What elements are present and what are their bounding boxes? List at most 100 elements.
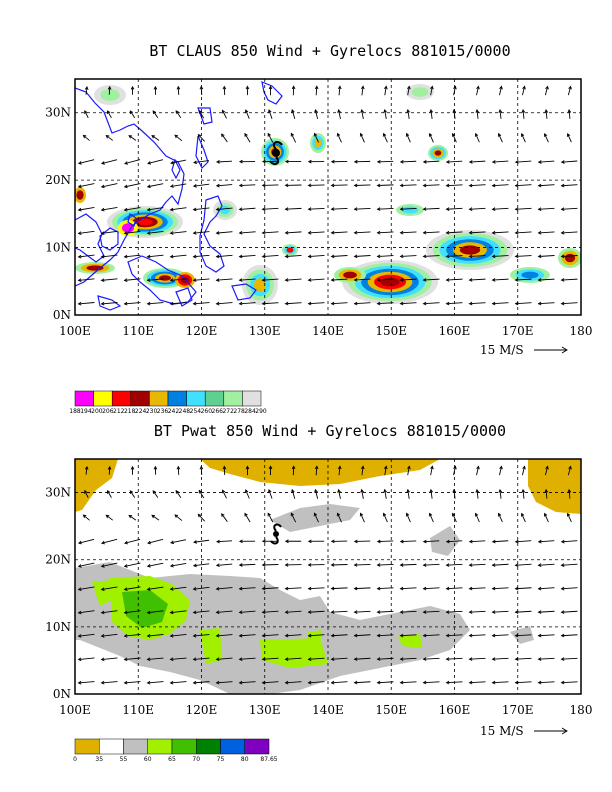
claus-map-panel: BT CLAUS 850 Wind + Gyrelocs 881015/0000 [45,42,592,415]
wind-vector [514,207,532,211]
wind-vector [514,183,532,188]
wind-vector [284,563,302,567]
colorbar-label: 0 [73,756,77,763]
wind-vector [422,254,440,259]
wind-vector [491,657,509,661]
colorbar-swatch [171,738,197,755]
vector-scale: 15 M/S [480,343,568,357]
wind-vector [491,539,509,544]
cloud-contour [411,87,429,97]
wind-vector [330,230,348,235]
wind-vector [544,488,549,499]
wind-vector [445,563,463,567]
wind-vector [560,539,578,544]
wind-vector [407,85,411,96]
wind-vector [222,85,227,96]
colorbar-label: 290 [255,408,267,415]
wind-vector [192,278,210,282]
wind-vector [307,183,325,188]
wind-vector [537,680,555,685]
colorbar-swatch [244,738,270,755]
wind-vector [376,230,394,235]
wind-vector [422,539,440,544]
lon-tick-label: 120E [186,324,218,338]
wind-vector [453,85,457,96]
wind-vector [376,301,394,306]
wind-vector [399,207,417,211]
wind-vector [330,680,348,685]
wind-vector [100,183,118,189]
wind-vector [330,657,348,661]
wind-vector [215,633,233,638]
wind-vector [268,85,273,96]
wind-vector [566,512,572,523]
wind-vector [244,109,250,119]
wind-vector [330,586,348,591]
wind-vector [128,514,137,521]
wind-vector [245,465,250,476]
lon-tick-label: 100E [59,324,91,338]
wind-vector [307,539,325,544]
axis-tick-labels: 100E 110E 120E 130E 140E 150E 160E 170E 180 0N 10N… [45,106,592,338]
wind-vector [77,301,95,306]
wind-vector [261,680,279,685]
wind-vector [169,278,187,282]
wind-vector [146,278,164,282]
wind-vector [77,657,95,662]
wind-vector [544,85,549,96]
colorbar-label: 224 [135,408,147,415]
wind-vector [468,230,486,235]
wind-vector [307,254,325,259]
wind-vector [215,563,233,568]
wind-vector [284,230,302,235]
wind-vector [330,278,348,282]
wind-vector [261,586,279,591]
wind-vector [514,254,532,259]
wind-vector [567,465,572,476]
wind-vector [353,230,371,235]
wind-vector [153,465,158,475]
wind-vector [314,85,319,96]
wind-vector [383,488,387,499]
wind-vector [537,207,555,211]
colorbar-label: 200 [91,408,103,415]
wind-vector [100,254,118,259]
wind-vector [405,132,411,143]
wind-vector [376,680,394,685]
colorbar-label: 212 [113,408,125,415]
wind-vector [399,563,417,567]
lon-tick-label: 170E [502,703,534,717]
wind-vector [360,108,364,120]
colorbar-swatch [130,390,150,407]
panel-title: BT Pwat 850 Wind + Gyrelocs 881015/0000 [154,422,506,440]
wind-vector [77,538,95,545]
wind-vector [376,159,394,164]
wind-vector [353,207,371,211]
precipitable-water-shading-layer [75,459,581,694]
colorbar-label: 65 [168,756,176,763]
colorbar-label: 55 [120,756,128,763]
wind-vector [330,159,348,164]
wind-vector [151,514,160,521]
wind-vector [499,85,503,96]
map-frame [74,78,582,316]
cloud-contour [434,150,442,156]
wind-vector [215,301,233,306]
wind-vector [307,301,325,306]
wind-vector [176,465,181,475]
wind-vector [521,488,526,499]
wind-vector [284,183,302,188]
wind-vector [445,586,463,591]
wind-vector [491,160,509,164]
lat-tick-label: 20N [45,553,71,567]
wind-vector [452,488,457,499]
wind-vector [382,132,388,143]
cloud-contour [286,247,294,253]
lon-tick-label: 170E [502,324,534,338]
colorbar-swatch [111,390,132,407]
wind-vector [82,514,90,521]
wind-vector [107,85,112,95]
wind-vector [146,633,164,638]
wind-vector [215,254,233,259]
wind-vector [290,132,297,143]
